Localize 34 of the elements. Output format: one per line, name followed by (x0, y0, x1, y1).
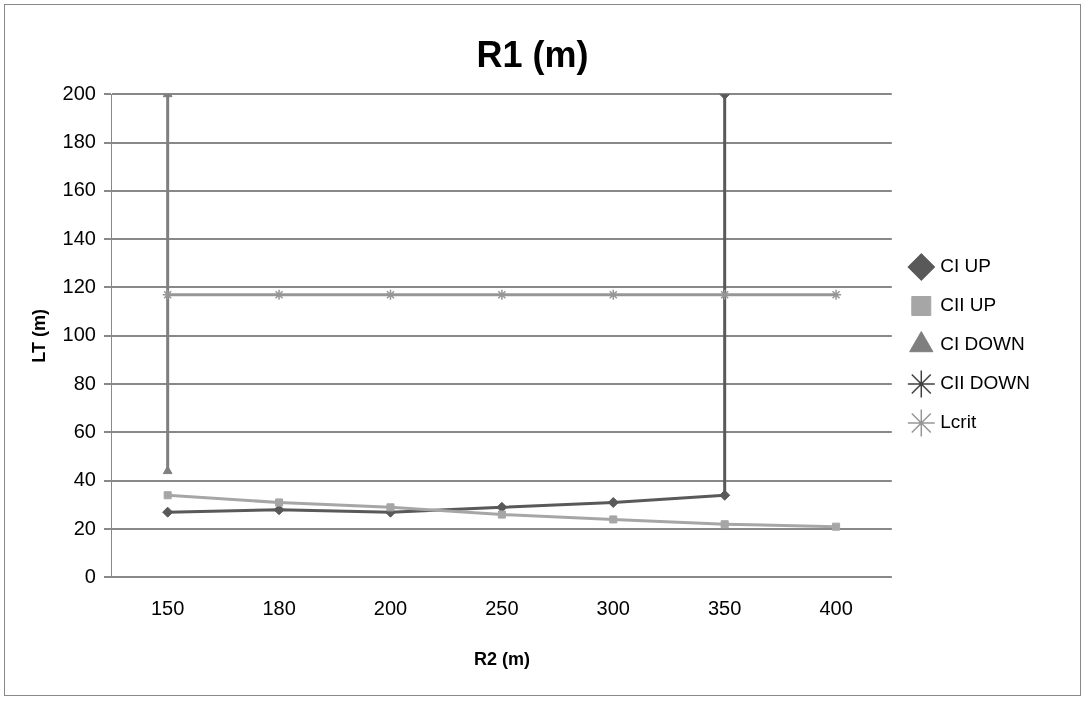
y-tick-label: 120 (62, 275, 96, 297)
x-axis-title: R2 (m) (473, 649, 530, 670)
y-tick-label: 100 (62, 323, 96, 346)
x-tick-label: 250 (485, 596, 519, 619)
y-tick-label: 60 (73, 419, 96, 442)
legend-label: CI UP (940, 255, 991, 277)
legend-label: CII DOWN (940, 372, 1031, 394)
y-tick-label: 0 (84, 564, 96, 587)
legend-label: CI DOWN (940, 333, 1025, 355)
point (386, 503, 395, 512)
y-tick-label: 20 (73, 516, 96, 539)
y-tick-label: 160 (62, 178, 96, 201)
point (275, 498, 284, 507)
x-tick-label: 400 (819, 596, 853, 619)
point (497, 510, 506, 519)
y-tick-label: 80 (73, 371, 96, 394)
y-tick-label: 200 (62, 81, 96, 104)
y-tick-label: 140 (62, 226, 96, 249)
legend-label: Lcrit (940, 411, 977, 433)
x-tick-label: 300 (596, 596, 630, 619)
point (609, 515, 618, 524)
x-tick-label: 150 (150, 596, 185, 619)
chart-title: R1 (m) (476, 33, 589, 75)
point (832, 522, 841, 531)
point (163, 491, 172, 500)
x-tick-label: 350 (708, 596, 742, 619)
point (720, 520, 729, 529)
y-tick-label: 40 (73, 468, 96, 491)
y-tick-label: 180 (62, 130, 96, 153)
point (607, 497, 619, 508)
legend-label: CII UP (940, 294, 997, 316)
y-axis-title: LT (m) (28, 308, 49, 363)
x-tick-label: 200 (373, 596, 408, 619)
x-tick-label: 180 (262, 596, 296, 619)
